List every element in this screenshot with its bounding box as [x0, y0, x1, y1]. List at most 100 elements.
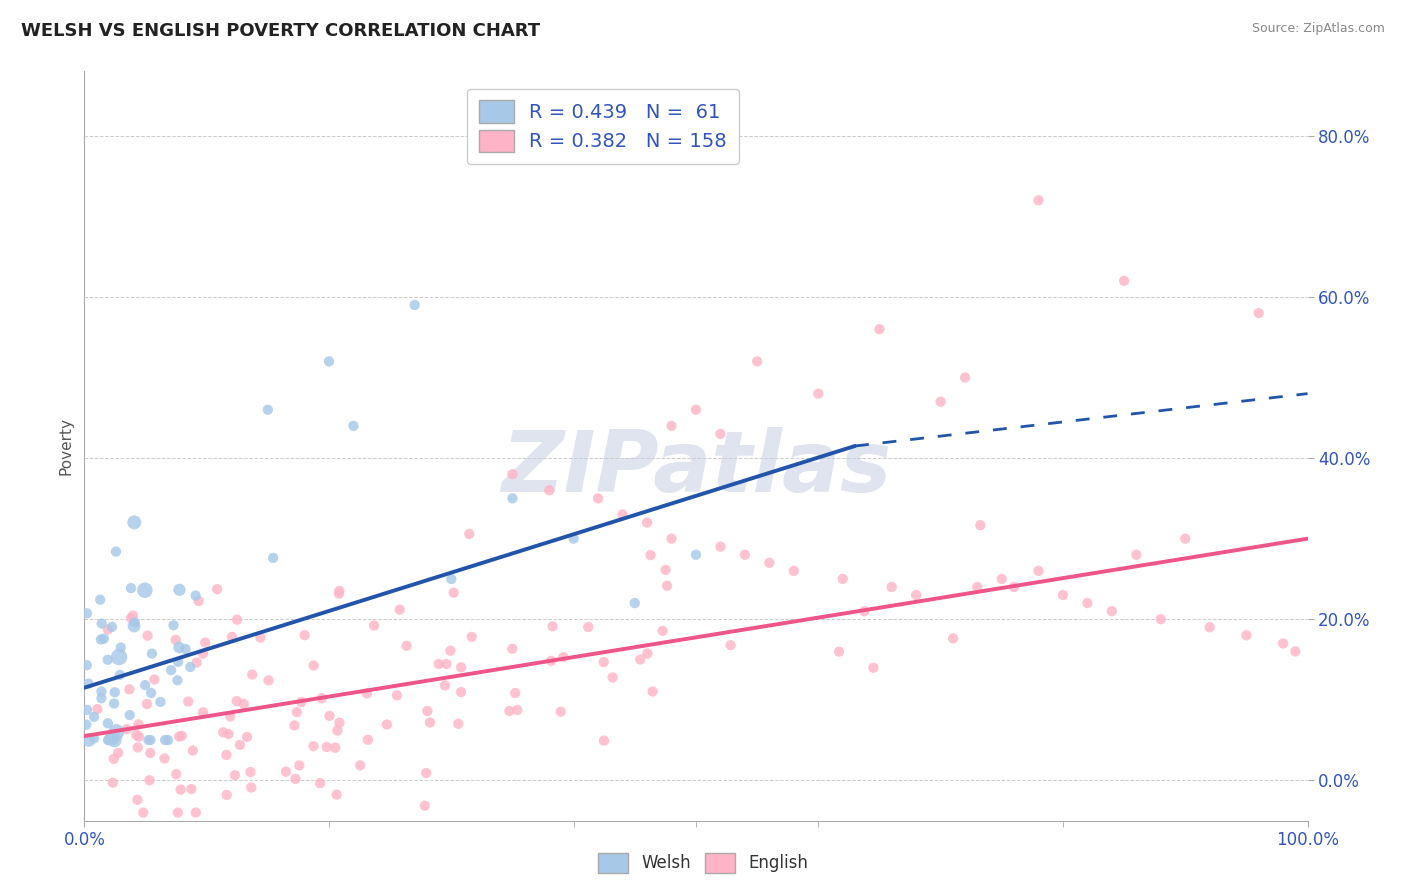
Point	[1076, 596, 1098, 610]
Point	[1125, 548, 1147, 562]
Point	[1174, 532, 1197, 546]
Point	[89, 592, 111, 607]
Point	[138, 773, 160, 788]
Point	[1028, 564, 1050, 578]
Point	[1272, 636, 1295, 650]
Point	[419, 715, 441, 730]
Point	[502, 491, 524, 506]
Point	[240, 667, 263, 681]
Point	[966, 580, 988, 594]
Point	[661, 532, 683, 546]
Point	[101, 620, 124, 634]
Point	[194, 635, 217, 649]
Point	[1028, 194, 1050, 208]
Point	[90, 616, 112, 631]
Point	[180, 782, 202, 797]
Point	[593, 733, 616, 747]
Point	[283, 718, 305, 732]
Point	[443, 585, 465, 599]
Point	[118, 682, 141, 697]
Point	[118, 708, 141, 723]
Point	[76, 658, 98, 673]
Point	[174, 642, 197, 657]
Point	[134, 583, 156, 598]
Point	[136, 697, 159, 711]
Point	[160, 663, 183, 677]
Point	[97, 716, 120, 731]
Point	[427, 657, 450, 671]
Point	[862, 661, 884, 675]
Text: Source: ZipAtlas.com: Source: ZipAtlas.com	[1251, 22, 1385, 36]
Point	[636, 516, 658, 530]
Point	[450, 685, 472, 699]
Point	[636, 647, 658, 661]
Point	[294, 628, 316, 642]
Y-axis label: Poverty: Poverty	[58, 417, 73, 475]
Point	[1236, 628, 1258, 642]
Point	[191, 647, 214, 661]
Point	[143, 673, 166, 687]
Point	[385, 689, 408, 703]
Point	[734, 548, 756, 562]
Point	[139, 746, 162, 760]
Point	[576, 620, 599, 634]
Point	[869, 322, 891, 336]
Point	[108, 668, 131, 682]
Point	[461, 630, 484, 644]
Point	[302, 658, 325, 673]
Point	[134, 678, 156, 692]
Point	[77, 733, 100, 747]
Point	[104, 544, 127, 558]
Point	[562, 532, 585, 546]
Point	[550, 705, 572, 719]
Point	[553, 650, 575, 665]
Point	[136, 629, 159, 643]
Point	[225, 694, 247, 708]
Point	[434, 678, 457, 692]
Point	[236, 730, 259, 744]
Point	[249, 631, 271, 645]
Point	[108, 650, 131, 665]
Point	[177, 694, 200, 708]
Point	[128, 730, 150, 744]
Point	[651, 624, 673, 638]
Point	[97, 733, 120, 747]
Point	[326, 723, 349, 738]
Point	[758, 556, 780, 570]
Point	[783, 564, 806, 578]
Point	[1114, 274, 1136, 288]
Point	[166, 673, 188, 688]
Point	[103, 697, 125, 711]
Point	[318, 354, 340, 368]
Point	[506, 703, 529, 717]
Point	[132, 805, 155, 820]
Point	[661, 418, 683, 433]
Point	[415, 766, 437, 780]
Point	[302, 739, 325, 754]
Point	[107, 746, 129, 760]
Point	[458, 527, 481, 541]
Point	[90, 632, 112, 647]
Point	[90, 691, 112, 706]
Point	[153, 733, 176, 747]
Point	[229, 738, 252, 752]
Point	[1150, 612, 1173, 626]
Point	[404, 298, 426, 312]
Point	[586, 491, 609, 506]
Point	[76, 607, 98, 621]
Point	[97, 623, 120, 637]
Point	[1101, 604, 1123, 618]
Point	[124, 615, 146, 630]
Point	[184, 805, 207, 820]
Point	[853, 604, 876, 618]
Point	[139, 686, 162, 700]
Point	[103, 733, 125, 747]
Point	[503, 686, 526, 700]
Point	[157, 733, 180, 747]
Point	[181, 743, 204, 757]
Point	[226, 613, 249, 627]
Point	[205, 582, 228, 597]
Point	[83, 710, 105, 724]
Point	[139, 733, 162, 747]
Point	[120, 581, 142, 595]
